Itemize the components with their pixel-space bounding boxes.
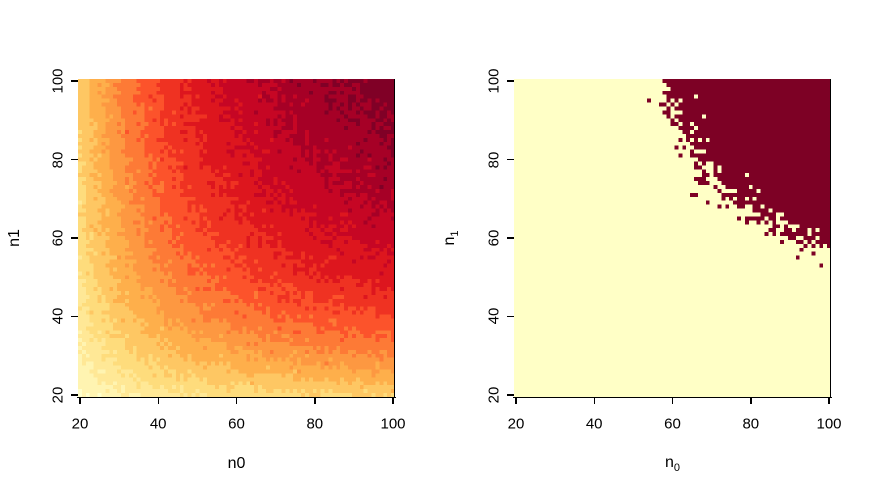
x-axis-title: n0 [227,455,246,472]
x-tick [750,398,752,404]
x-axis-line [513,396,832,398]
y-axis-title: n1 [6,229,23,247]
y-tick [507,394,514,396]
y-tick [507,158,514,161]
x-tick-label: 20 [71,415,89,433]
x-tick-label: 80 [306,415,324,433]
x-tick [157,398,159,404]
x-axis-title-subscript: 0 [673,462,681,475]
y-tick-label: 40 [485,308,503,325]
x-tick-label: 60 [228,415,245,433]
x-tick-label: 100 [380,415,406,433]
y-tick-label: 80 [49,151,67,168]
plot-right-border [829,79,831,398]
x-tick [515,398,517,404]
x-tick [79,398,81,404]
y-tick-label: 100 [485,68,503,94]
y-tick-label: 60 [485,229,503,247]
x-tick [671,398,674,404]
y-tick-label: 40 [49,308,67,325]
y-tick-label: 80 [485,151,503,168]
y-axis-title: n1 [441,230,461,245]
x-axis-title: n0 [665,454,680,474]
y-tick [71,80,78,82]
power-heatmap-canvas [78,79,395,397]
y-tick [507,315,514,318]
plot-right-border [393,79,395,398]
x-tick-label: 40 [585,415,603,433]
x-axis-line [77,396,396,398]
y-tick [71,315,78,318]
y-tick [507,237,514,239]
x-tick [314,398,316,404]
x-tick [392,398,394,404]
x-tick-label: 20 [507,415,525,433]
y-tick-label: 60 [49,229,67,247]
y-axis-title-base: n [440,236,458,246]
x-tick [828,398,830,404]
x-tick-label: 40 [149,415,167,433]
decision-region-canvas [514,79,831,397]
y-tick [71,237,78,239]
x-axis-title-base: n [664,453,674,471]
x-tick-label: 60 [664,415,681,433]
y-axis-title-subscript: 1 [449,230,462,237]
y-tick [507,80,514,82]
y-tick-label: 100 [49,68,67,94]
y-tick-label: 20 [49,386,67,404]
x-tick [235,398,238,404]
y-tick [71,394,78,396]
x-tick-label: 80 [742,415,760,433]
x-tick [593,398,595,404]
y-tick [71,158,78,161]
y-tick-label: 20 [485,386,503,404]
x-tick-label: 100 [816,415,842,433]
